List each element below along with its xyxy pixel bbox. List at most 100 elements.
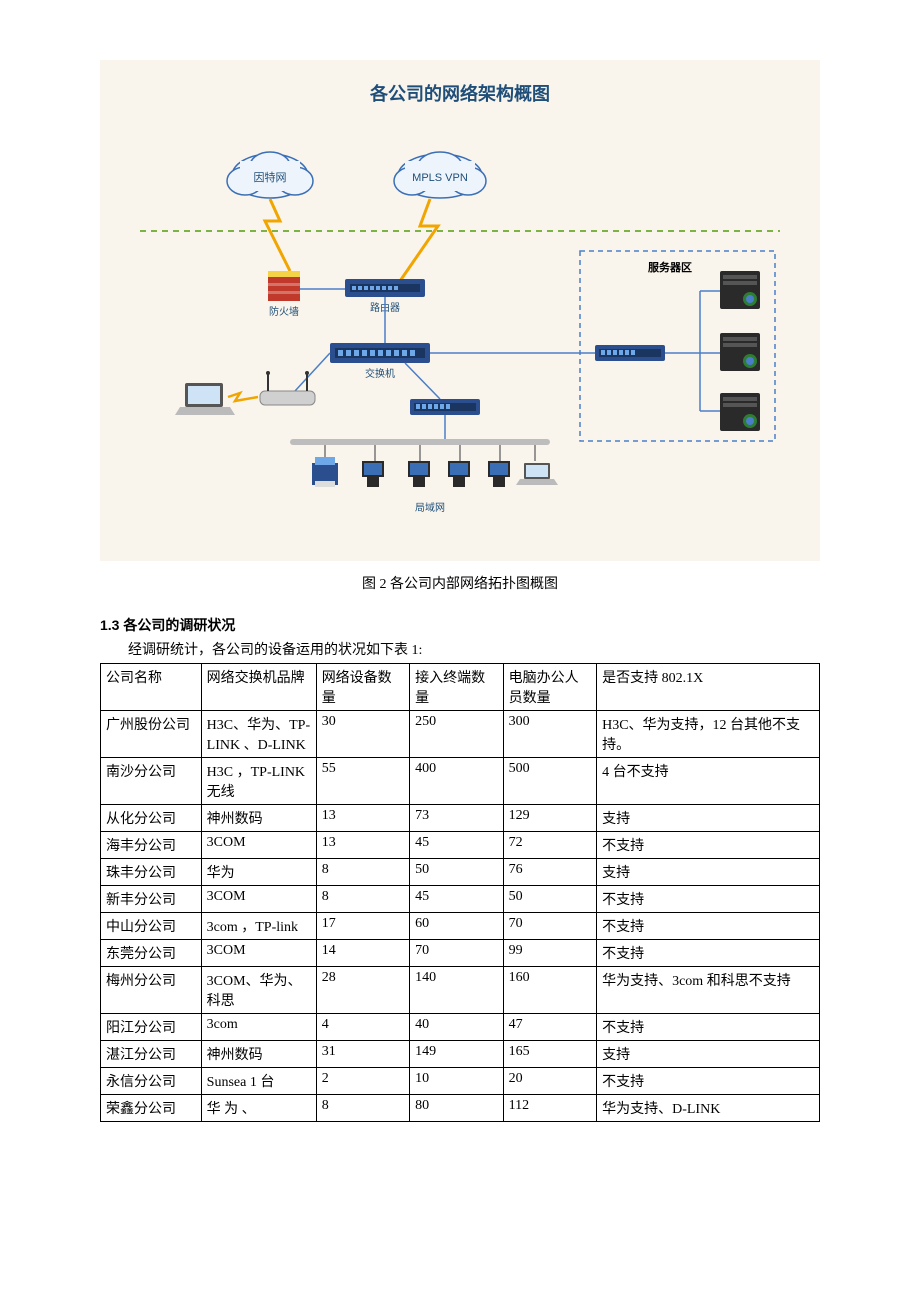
table-cell: 3COM	[201, 832, 316, 859]
table-cell: 不支持	[597, 1068, 820, 1095]
pc-3-icon	[448, 461, 470, 487]
table-cell: 不支持	[597, 1014, 820, 1041]
table-cell: 70	[410, 940, 503, 967]
table-cell: 400	[410, 758, 503, 805]
table-cell: 10	[410, 1068, 503, 1095]
table-cell: 3com	[201, 1014, 316, 1041]
table-cell: 14	[316, 940, 409, 967]
device-table: 公司名称 网络交换机品牌 网络设备数量 接入终端数量 电脑办公人员数量 是否支持…	[100, 663, 820, 1122]
diagram-title: 各公司的网络架构概图	[110, 80, 810, 106]
mpls-label: MPLS VPN	[412, 172, 468, 184]
table-cell: 新丰分公司	[101, 886, 202, 913]
table-cell: 13	[316, 805, 409, 832]
network-diagram: 各公司的网络架构概图 因特网 MPLS VPN	[100, 60, 820, 561]
table-cell: 2	[316, 1068, 409, 1095]
table-cell: 300	[503, 711, 596, 758]
mpls-cloud: MPLS VPN	[394, 152, 486, 198]
table-header: 接入终端数量	[410, 664, 503, 711]
table-row: 永信分公司Sunsea 1 台21020不支持	[101, 1068, 820, 1095]
table-cell: 支持	[597, 1041, 820, 1068]
table-cell: 不支持	[597, 832, 820, 859]
switch-label: 交换机	[365, 367, 395, 380]
table-cell: H3C、华为支持，12 台其他不支持。	[597, 711, 820, 758]
table-cell: 3COM	[201, 940, 316, 967]
printer-icon	[312, 457, 338, 487]
table-cell: 99	[503, 940, 596, 967]
table-cell: 76	[503, 859, 596, 886]
switch-icon: 交换机	[330, 343, 430, 380]
table-cell: 13	[316, 832, 409, 859]
small-switch-icon	[410, 399, 480, 415]
table-cell: 不支持	[597, 886, 820, 913]
table-header: 公司名称	[101, 664, 202, 711]
table-cell: 250	[410, 711, 503, 758]
table-cell: 45	[410, 886, 503, 913]
server-3-icon	[720, 393, 760, 431]
table-row: 阳江分公司3com44047不支持	[101, 1014, 820, 1041]
table-cell: 149	[410, 1041, 503, 1068]
figure-caption: 图 2 各公司内部网络拓扑图概图	[100, 573, 820, 593]
table-cell: 4	[316, 1014, 409, 1041]
table-row: 南沙分公司H3C ，TP-LINK 无线554005004 台不支持	[101, 758, 820, 805]
server-zone-label: 服务器区	[648, 260, 692, 274]
laptop-left-icon	[175, 383, 235, 415]
server-2-icon	[720, 333, 760, 371]
table-cell: 73	[410, 805, 503, 832]
table-row: 海丰分公司3COM134572不支持	[101, 832, 820, 859]
table-cell: Sunsea 1 台	[201, 1068, 316, 1095]
table-cell: 8	[316, 886, 409, 913]
table-cell: 华 为 、	[201, 1095, 316, 1122]
table-cell: 中山分公司	[101, 913, 202, 940]
table-cell: 72	[503, 832, 596, 859]
table-row: 广州股份公司H3C、华为、TP-LINK 、D-LINK30250300H3C、…	[101, 711, 820, 758]
table-cell: 80	[410, 1095, 503, 1122]
table-cell: 20	[503, 1068, 596, 1095]
table-row: 中山分公司3com ，TP-link176070不支持	[101, 913, 820, 940]
table-cell: 160	[503, 967, 596, 1014]
table-cell: H3C、华为、TP-LINK 、D-LINK	[201, 711, 316, 758]
table-cell: 珠丰分公司	[101, 859, 202, 886]
table-cell: 129	[503, 805, 596, 832]
table-header: 是否支持 802.1X	[597, 664, 820, 711]
table-cell: 28	[316, 967, 409, 1014]
section-heading: 1.3 各公司的调研状况	[100, 615, 820, 635]
table-cell: 3COM、华为、科思	[201, 967, 316, 1014]
table-cell: 4 台不支持	[597, 758, 820, 805]
laptop-lan-icon	[516, 463, 558, 485]
table-cell: 50	[503, 886, 596, 913]
table-header: 电脑办公人员数量	[503, 664, 596, 711]
table-cell: 永信分公司	[101, 1068, 202, 1095]
pc-2-icon	[408, 461, 430, 487]
firewall-icon: 防火墙	[268, 271, 300, 318]
table-cell: 17	[316, 913, 409, 940]
table-cell: 不支持	[597, 913, 820, 940]
table-cell: 从化分公司	[101, 805, 202, 832]
table-cell: 阳江分公司	[101, 1014, 202, 1041]
table-cell: 8	[316, 859, 409, 886]
pc-1-icon	[362, 461, 384, 487]
table-cell: 3COM	[201, 886, 316, 913]
table-cell: 华为支持、3com 和科思不支持	[597, 967, 820, 1014]
table-cell: 广州股份公司	[101, 711, 202, 758]
table-cell: 华为支持、D-LINK	[597, 1095, 820, 1122]
table-cell: 112	[503, 1095, 596, 1122]
table-header-row: 公司名称 网络交换机品牌 网络设备数量 接入终端数量 电脑办公人员数量 是否支持…	[101, 664, 820, 711]
table-cell: 湛江分公司	[101, 1041, 202, 1068]
table-cell: 30	[316, 711, 409, 758]
table-cell: 海丰分公司	[101, 832, 202, 859]
lan-label: 局域网	[415, 501, 445, 514]
pc-4-icon	[488, 461, 510, 487]
table-cell: 不支持	[597, 940, 820, 967]
table-cell: 165	[503, 1041, 596, 1068]
table-header: 网络交换机品牌	[201, 664, 316, 711]
table-row: 梅州分公司3COM、华为、科思28140160华为支持、3com 和科思不支持	[101, 967, 820, 1014]
network-diagram-svg: 因特网 MPLS VPN 防火墙	[140, 121, 780, 531]
table-header: 网络设备数量	[316, 664, 409, 711]
server-switch-icon	[595, 345, 665, 361]
table-row: 珠丰分公司华为85076支持	[101, 859, 820, 886]
table-cell: 47	[503, 1014, 596, 1041]
table-cell: 神州数码	[201, 1041, 316, 1068]
table-cell: 南沙分公司	[101, 758, 202, 805]
firewall-label: 防火墙	[269, 305, 299, 318]
table-cell: 东莞分公司	[101, 940, 202, 967]
